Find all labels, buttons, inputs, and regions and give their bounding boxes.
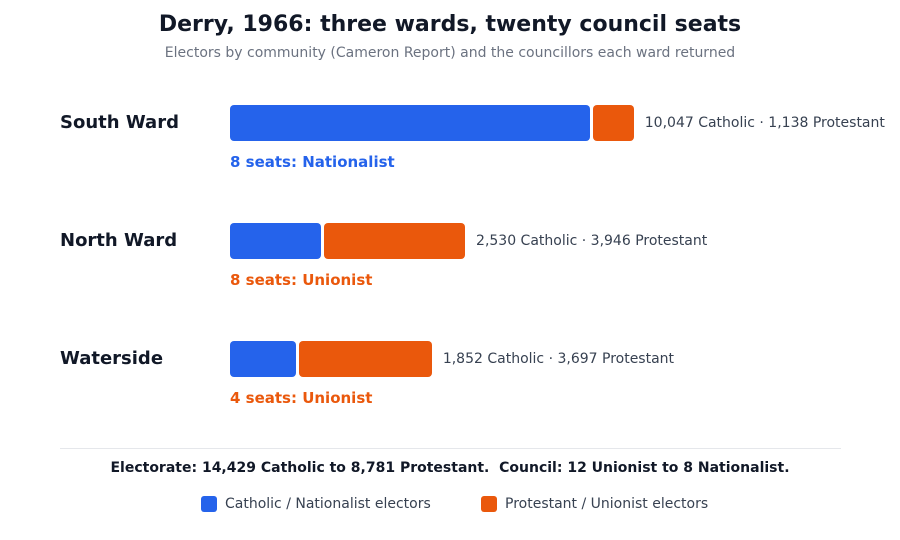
legend-swatch-protestant	[481, 496, 497, 512]
page-title: Derry, 1966: three wards, twenty council…	[158, 12, 742, 37]
seat-label-north-ward: 8 seats: Unionist	[230, 271, 373, 289]
legend-label-protestant: Protestant / Unionist electors	[505, 496, 709, 512]
ward-label-waterside: Waterside	[60, 348, 164, 369]
bar-catholic-north-ward	[230, 223, 321, 259]
seat-label-south-ward: 8 seats: Nationalist	[230, 153, 395, 171]
bar-protestant-waterside	[299, 341, 432, 377]
bar-protestant-south-ward	[593, 105, 634, 141]
legend-swatch-catholic	[201, 496, 217, 512]
page-subtitle: Electors by community (Cameron Report) a…	[164, 45, 736, 61]
ward-label-north-ward: North Ward	[60, 230, 178, 251]
value-label-south-ward: 10,047 Catholic · 1,138 Protestant	[644, 115, 885, 131]
value-label-north-ward: 2,530 Catholic · 3,946 Protestant	[476, 233, 708, 249]
ward-label-south-ward: South Ward	[60, 112, 179, 133]
bar-protestant-north-ward	[323, 223, 466, 259]
legend-item-catholic: Catholic / Nationalist electors	[201, 495, 431, 513]
seat-label-waterside: 4 seats: Unionist	[230, 389, 373, 407]
divider	[60, 448, 841, 449]
footer-summary: Electorate: 14,429 Catholic to 8,781 Pro…	[110, 460, 790, 476]
legend-item-protestant: Protestant / Unionist electors	[481, 495, 708, 513]
legend-label-catholic: Catholic / Nationalist electors	[225, 496, 431, 512]
bar-catholic-waterside	[230, 341, 297, 377]
bar-catholic-south-ward	[230, 105, 590, 141]
value-label-waterside: 1,852 Catholic · 3,697 Protestant	[442, 351, 675, 367]
